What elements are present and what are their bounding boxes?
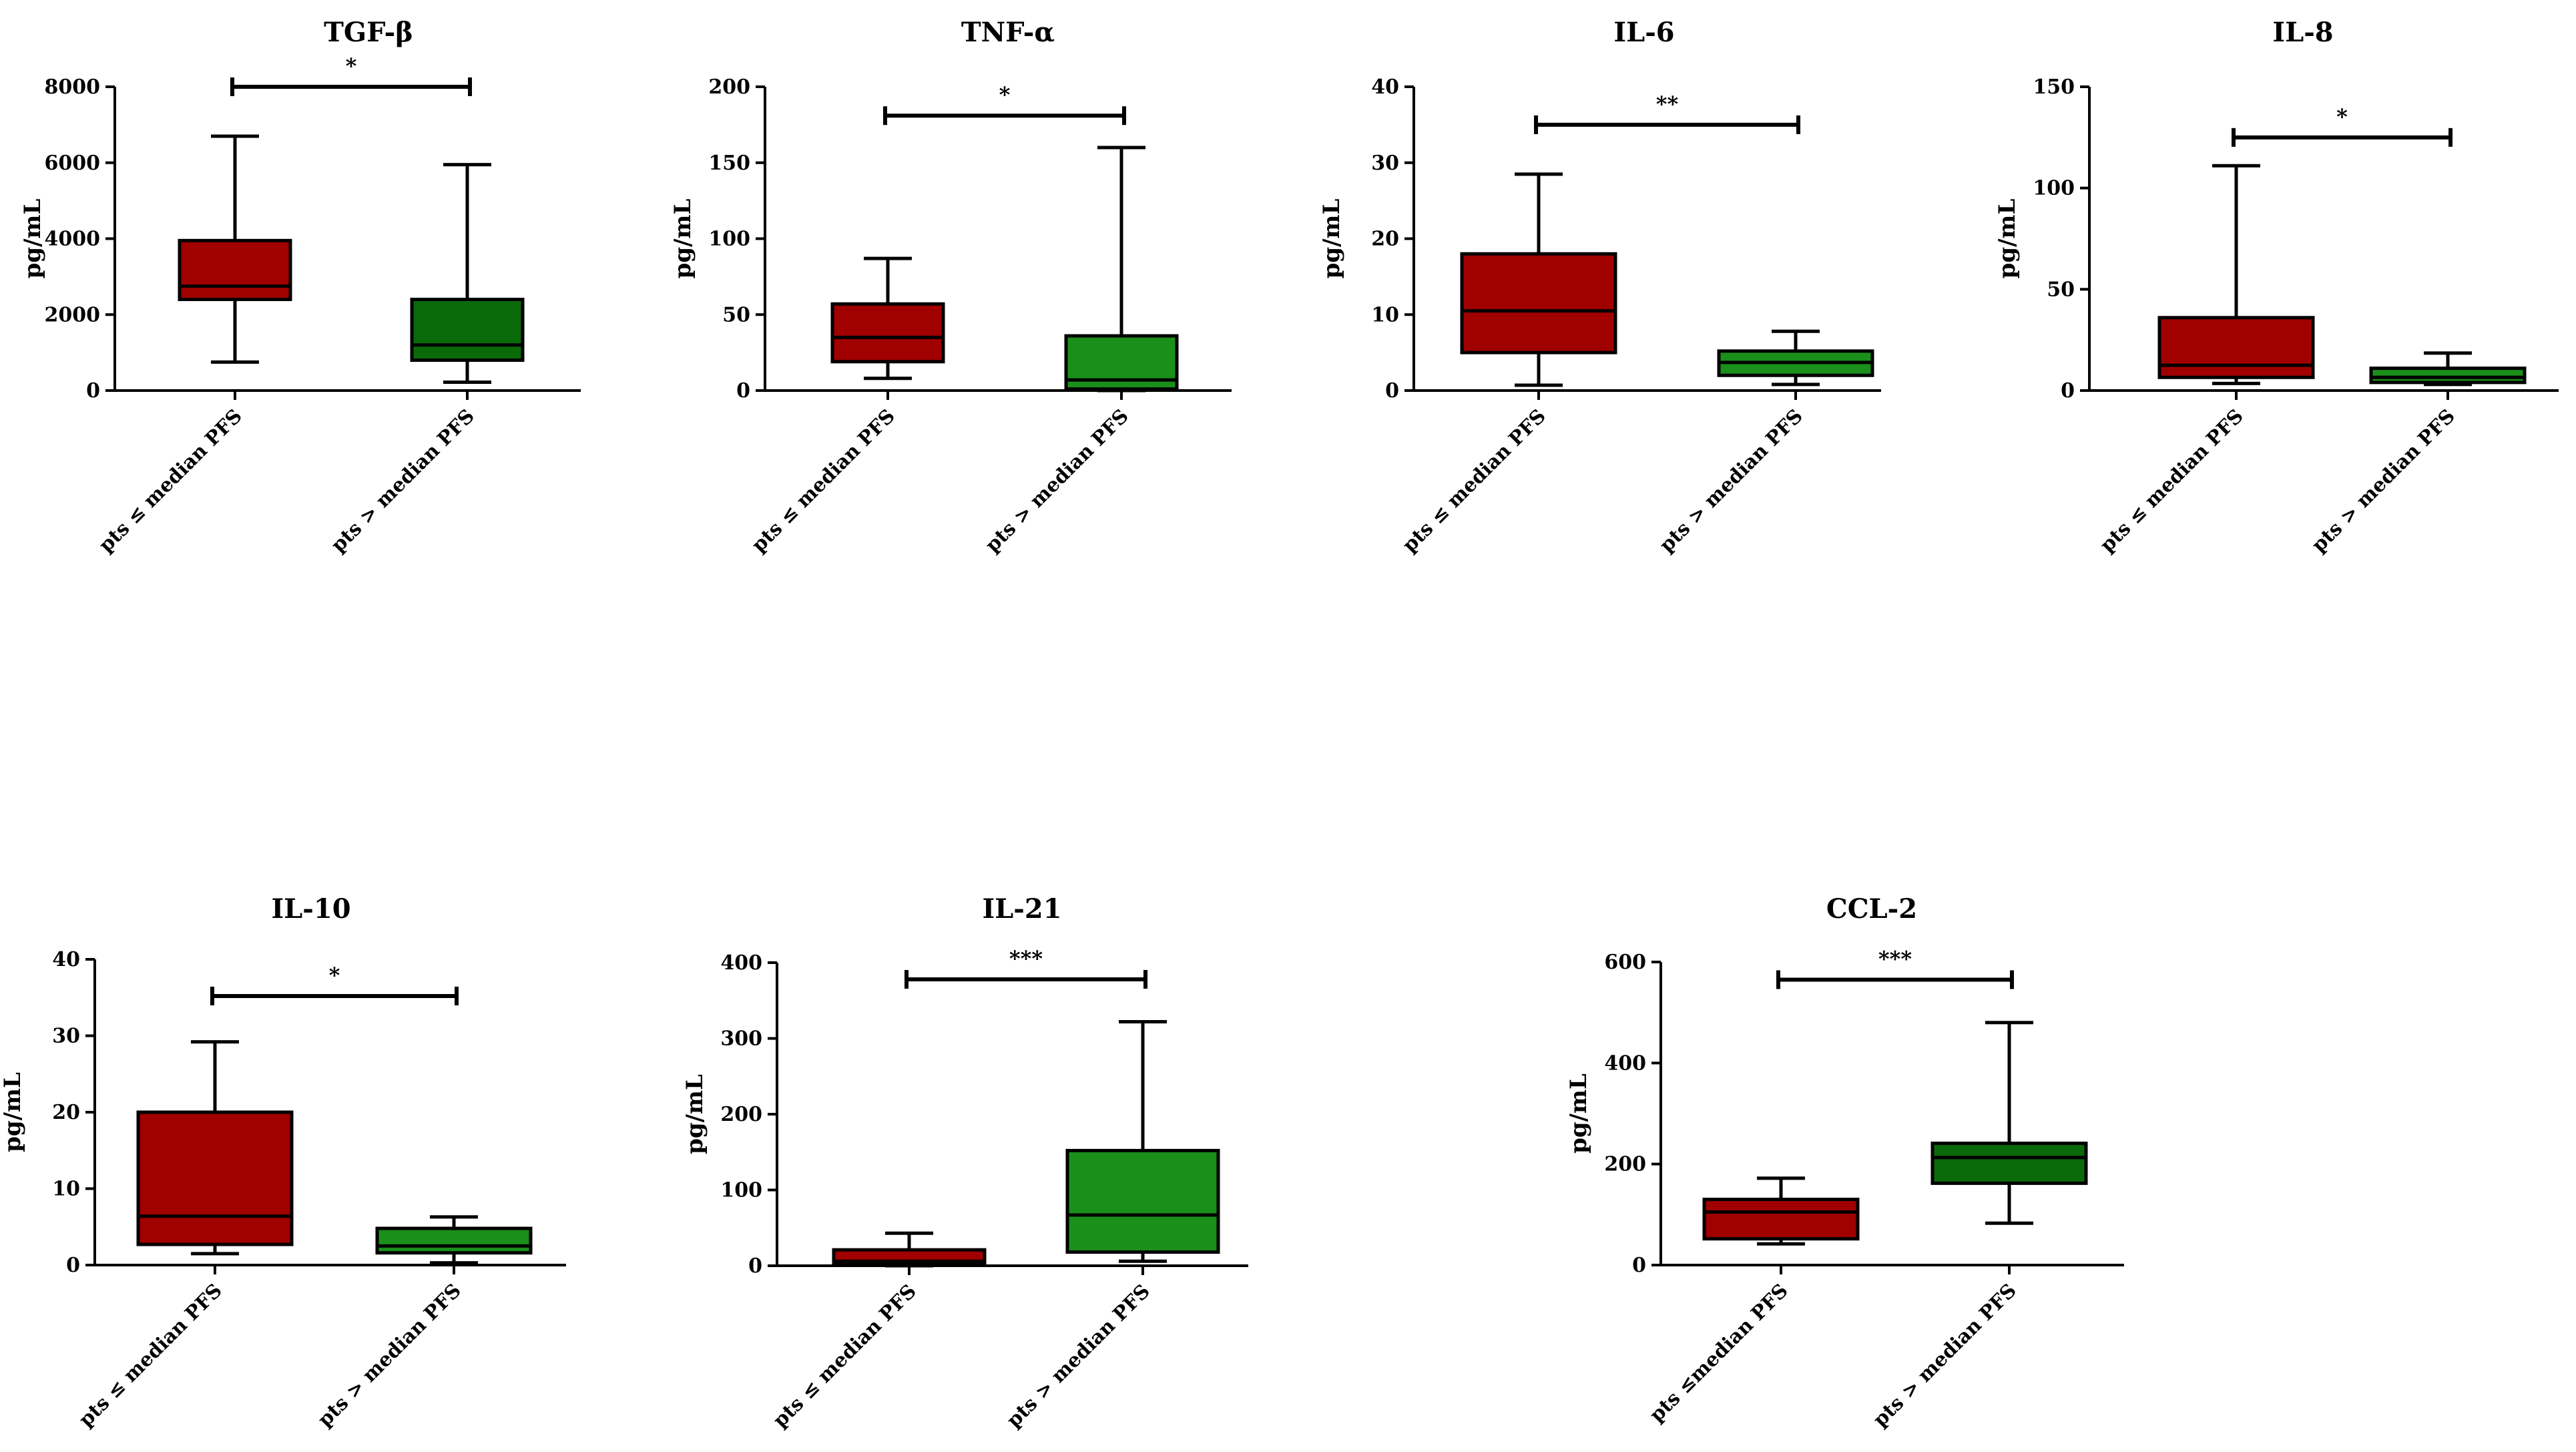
category-label: pts ≤ median PFS: [74, 1279, 226, 1431]
chart-title: IL-8: [2272, 17, 2333, 48]
y-tick-label: 30: [1371, 152, 1399, 175]
chart-title: TNF-α: [961, 17, 1055, 48]
y-tick-label: 150: [2033, 75, 2075, 99]
y-tick-label: 2000: [45, 303, 101, 326]
y-tick-label: 50: [722, 303, 750, 326]
category-label: pts > median PFS: [981, 405, 1133, 557]
y-tick-label: 150: [708, 152, 750, 175]
y-tick-label: 10: [1371, 303, 1399, 326]
box-lower-pfs: [178, 238, 292, 301]
box-higher-pfs: [1065, 1148, 1220, 1254]
box-higher-pfs: [410, 298, 525, 362]
y-tick-label: 600: [1604, 951, 1646, 974]
y-tick-label: 10: [52, 1178, 80, 1201]
y-tick-label: 8000: [45, 75, 101, 99]
y-tick-label: 0: [1632, 1254, 1646, 1277]
y-tick-label: 200: [708, 75, 750, 99]
y-tick-label: 0: [736, 379, 750, 403]
box-higher-pfs: [375, 1226, 533, 1255]
category-label: pts ≤ median PFS: [94, 405, 246, 557]
box-higher-pfs: [1930, 1142, 2088, 1185]
box-lower-pfs: [1460, 252, 1617, 354]
panel-2: TNF-α 0 50 100 150 200 pg/mL pts ≤ median PFS pt…: [670, 17, 1232, 557]
category-label: pts > median PFS: [1868, 1279, 2021, 1431]
y-axis-label: pg/mL: [1994, 198, 2021, 278]
significance-label: *: [999, 82, 1011, 107]
chart-title: TGF-β: [324, 17, 413, 48]
y-tick-label: 200: [720, 1103, 762, 1126]
significance-label: *: [2336, 104, 2348, 130]
significance-label: ***: [1878, 946, 1912, 971]
chart-title: IL-21: [982, 893, 1061, 925]
y-tick-label: 0: [86, 379, 100, 403]
y-axis-label: pg/mL: [1318, 198, 1345, 278]
box-lower-pfs: [830, 302, 945, 364]
y-tick-label: 300: [720, 1027, 762, 1051]
y-tick-label: 6000: [45, 152, 101, 175]
y-tick-label: 4000: [45, 228, 101, 251]
significance-label: *: [346, 53, 357, 79]
significance-label: **: [1656, 91, 1679, 117]
y-tick-label: 50: [2047, 278, 2075, 301]
y-tick-label: 0: [2061, 379, 2075, 403]
y-axis-label: pg/mL: [670, 198, 696, 278]
y-tick-label: 40: [1371, 75, 1399, 99]
y-axis-label: pg/mL: [19, 198, 46, 278]
y-tick-label: 400: [1604, 1051, 1646, 1075]
y-axis-label: pg/mL: [1565, 1073, 1592, 1154]
category-label: pts ≤ median PFS: [747, 405, 899, 557]
panel-3: IL-6 0 10 20 30 40 pg/mL pts ≤ median PFS pts > …: [1318, 17, 1881, 557]
category-label: pts > median PFS: [2307, 405, 2459, 557]
category-label: pts ≤median PFS: [1645, 1279, 1792, 1427]
chart-title: CCL-2: [1826, 893, 1917, 925]
panel-4: IL-8 0 50 100 150 pg/mL pts ≤ median PFS pts > …: [1994, 17, 2559, 557]
box-lower-pfs: [1702, 1198, 1860, 1241]
y-tick-label: 100: [720, 1179, 762, 1202]
category-label: pts > median PFS: [326, 405, 479, 557]
y-tick-label: 0: [1385, 379, 1399, 403]
box-lower-pfs: [2157, 316, 2315, 379]
chart-title: IL-10: [271, 893, 350, 925]
category-label: pts > median PFS: [313, 1279, 465, 1431]
y-tick-label: 400: [720, 951, 762, 975]
y-tick-label: 0: [748, 1254, 762, 1278]
box-higher-pfs: [2369, 367, 2527, 385]
chart-title: IL-6: [1613, 17, 1674, 48]
y-tick-label: 100: [2033, 177, 2075, 200]
category-label: pts ≤ median PFS: [1398, 405, 1550, 557]
y-axis-label: pg/mL: [682, 1074, 708, 1154]
significance-label: *: [329, 963, 340, 988]
category-label: pts ≤ median PFS: [768, 1280, 921, 1432]
y-tick-label: 200: [1604, 1153, 1646, 1176]
y-tick-label: 20: [1371, 228, 1399, 251]
y-tick-label: 0: [66, 1254, 80, 1277]
category-label: pts > median PFS: [1655, 405, 1807, 557]
category-label: pts > median PFS: [1002, 1280, 1154, 1432]
panel-1: TGF-β 0 2000 4000 6000 8000 pg/mL pts ≤ median …: [19, 17, 581, 557]
y-tick-label: 100: [708, 228, 750, 251]
panel-6: IL-21 0 100 200 300 400 pg/mL pts ≤ median PFS p…: [682, 893, 1248, 1432]
y-axis-label: pg/mL: [0, 1072, 26, 1152]
panel-7: CCL-2 0 200 400 600 pg/mL pts ≤median PFS pts >…: [1565, 893, 2124, 1431]
y-tick-label: 20: [52, 1101, 80, 1124]
box-lower-pfs: [136, 1110, 294, 1246]
y-tick-label: 40: [52, 948, 80, 971]
y-tick-label: 30: [52, 1025, 80, 1048]
panel-5: IL-10 0 10 20 30 40 pg/mL pts ≤ median PFS pts >…: [0, 893, 566, 1431]
significance-label: ***: [1009, 946, 1043, 971]
category-label: pts ≤ median PFS: [2095, 405, 2248, 557]
